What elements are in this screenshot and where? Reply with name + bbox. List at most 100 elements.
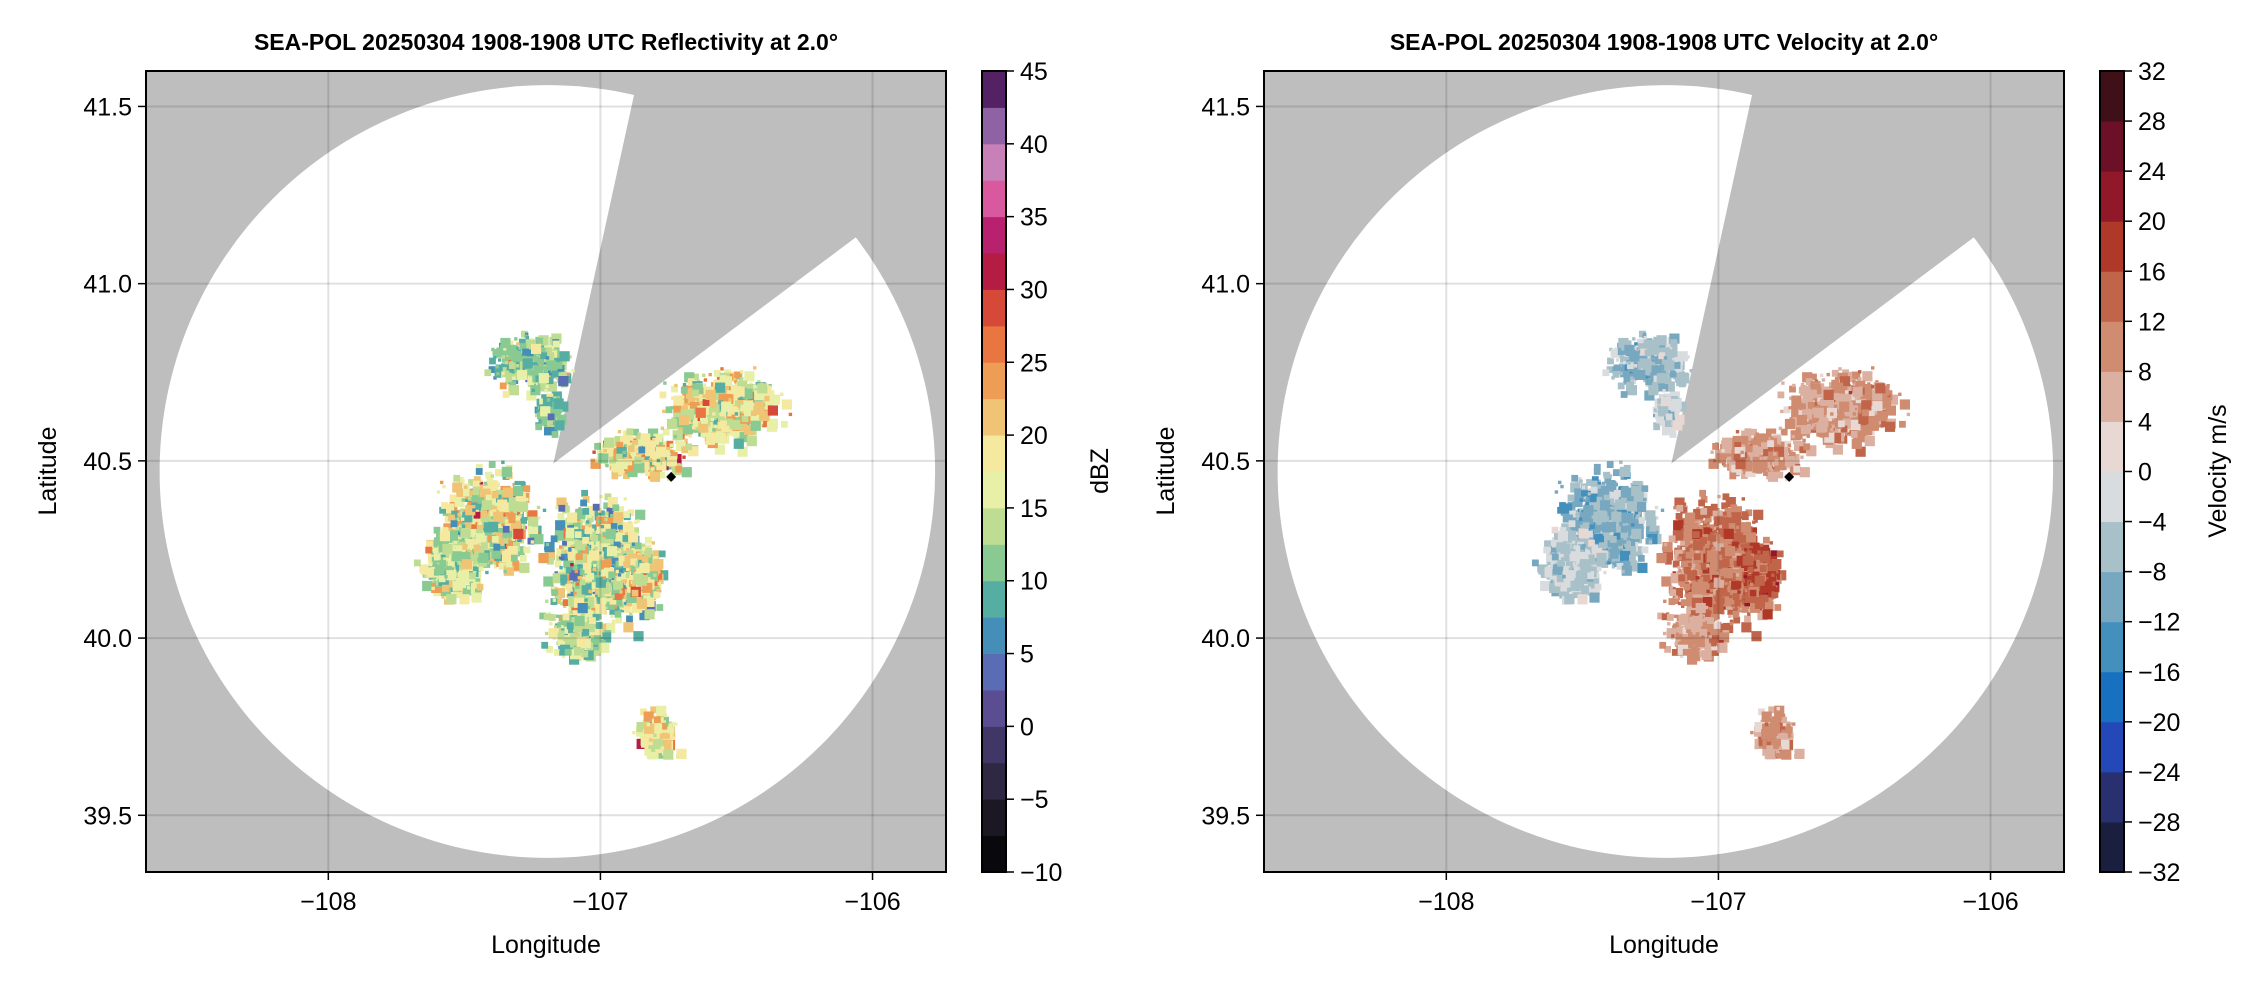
radar-gate [589, 559, 592, 562]
velocity-panel: SEA-POL 20250304 1908-1908 UTC Velocity … [1152, 0, 2262, 959]
radar-gate [1664, 360, 1674, 370]
radar-gate [711, 418, 714, 421]
radar-gate [581, 651, 588, 658]
colorbar-tick-label: 40 [1020, 131, 1048, 159]
radar-gate [682, 467, 692, 477]
radar-gate [1801, 424, 1811, 434]
radar-gate [581, 490, 588, 497]
radar-gate [1671, 341, 1678, 348]
radar-gate [611, 473, 618, 480]
radar-gate [659, 551, 666, 558]
radar-gate [539, 373, 549, 383]
radar-gate [661, 427, 664, 430]
radar-gate [511, 555, 518, 562]
radar-gate [702, 374, 705, 377]
radar-gate [514, 337, 517, 340]
radar-gate [605, 464, 608, 467]
radar-gate [596, 622, 603, 629]
radar-gate [696, 408, 706, 418]
radar-gate [1801, 383, 1804, 386]
radar-gate [629, 612, 632, 615]
radar-gate [669, 724, 672, 727]
radar-gate [751, 421, 761, 431]
radar-gate [602, 532, 605, 535]
radar-gate [440, 481, 443, 484]
radar-gate [484, 369, 491, 376]
radar-gate [713, 425, 716, 428]
radar-gate [476, 468, 483, 475]
radar-gate [1664, 356, 1667, 359]
radar-gate [582, 508, 589, 515]
radar-gate [1657, 373, 1667, 383]
radar-gate [1672, 420, 1682, 430]
radar-gate [491, 474, 494, 477]
radar-gate [1672, 399, 1682, 409]
radar-gate [674, 722, 677, 725]
radar-gate [1865, 436, 1875, 446]
radar-gate [1627, 361, 1630, 364]
radar-gate [637, 576, 647, 586]
radar-gate [1654, 338, 1661, 345]
radar-gate [652, 541, 655, 544]
radar-gate [645, 537, 652, 544]
radar-gate [560, 575, 567, 582]
radar-gate [422, 581, 432, 591]
radar-gate [712, 428, 715, 431]
radar-gate [653, 591, 660, 598]
velocity-ylabel: Latitude [1152, 427, 1180, 516]
radar-gate [740, 377, 743, 380]
radar-gate [552, 370, 559, 377]
radar-gate [557, 595, 560, 598]
colorbar-tick-label: 10 [1020, 568, 1048, 596]
radar-gate [692, 390, 699, 397]
radar-gate [632, 590, 639, 597]
radar-gate [653, 574, 656, 577]
colorbar-segment [982, 217, 1006, 254]
colorbar-segment [982, 836, 1006, 873]
radar-gate [674, 435, 677, 438]
velocity-xlabel: Longitude [1609, 931, 1719, 959]
radar-gate [480, 511, 487, 518]
radar-gate [1634, 364, 1637, 367]
radar-gate [546, 356, 549, 359]
radar-gate [474, 545, 481, 552]
radar-gate [704, 378, 707, 381]
colorbar-segment [982, 581, 1006, 618]
radar-gate [506, 375, 513, 382]
radar-gate [647, 723, 650, 726]
radar-gate [565, 584, 572, 591]
radar-gate [544, 389, 547, 392]
radar-gate [658, 582, 661, 585]
radar-gate [446, 555, 449, 558]
radar-gate [560, 569, 563, 572]
radar-gate [1862, 371, 1872, 381]
radar-gate [635, 510, 645, 520]
radar-gate [615, 593, 622, 600]
radar-gate [670, 444, 673, 447]
radar-gate [520, 555, 527, 562]
radar-gate [501, 523, 504, 526]
radar-gate [446, 570, 456, 580]
colorbar-segment [982, 799, 1006, 836]
radar-gate [611, 595, 614, 598]
radar-gate [439, 560, 446, 567]
radar-gate [664, 714, 667, 717]
radar-gate [478, 553, 488, 563]
radar-gate [498, 358, 501, 361]
radar-gate [632, 583, 635, 586]
radar-gate [1614, 372, 1617, 375]
radar-gate [560, 602, 563, 605]
radar-gate [489, 461, 496, 468]
radar-gate [434, 554, 441, 561]
radar-gate [503, 488, 513, 498]
velocity-colorbar-label: Velocity m/s [2204, 404, 2232, 537]
radar-gate [514, 369, 517, 372]
radar-gate [1668, 421, 1671, 424]
radar-gate [606, 582, 609, 585]
radar-gate [560, 351, 570, 361]
radar-gate [592, 451, 595, 454]
radar-gate [604, 518, 607, 521]
radar-gate [689, 435, 692, 438]
colorbar-segment [982, 399, 1006, 436]
